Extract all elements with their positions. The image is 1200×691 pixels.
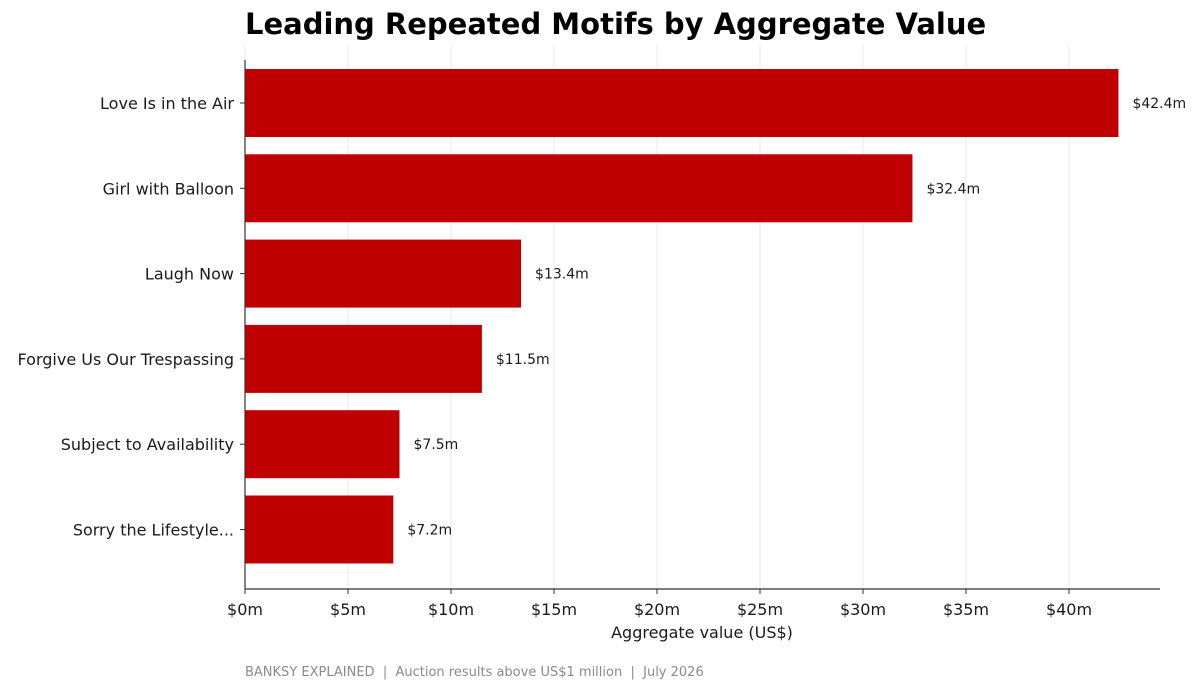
value-label-4: $7.5m xyxy=(414,437,459,453)
bars xyxy=(245,69,1119,564)
bar-5 xyxy=(245,495,394,564)
value-label-1: $32.4m xyxy=(926,181,980,197)
value-label-0: $42.4m xyxy=(1132,96,1186,112)
category-label-3: Forgive Us Our Trespassing xyxy=(18,350,234,369)
x-tick-label-7: $35m xyxy=(943,600,989,619)
labels: Love Is in the Air $42.4m Girl with Balloo… xyxy=(18,94,1187,619)
x-tick-label-0: $0m xyxy=(227,600,263,619)
bar-3 xyxy=(245,324,482,393)
value-label-3: $11.5m xyxy=(496,352,550,368)
category-label-2: Laugh Now xyxy=(145,265,234,284)
bar-1 xyxy=(245,154,913,223)
x-axis-title: Aggregate value (US$) xyxy=(611,623,793,642)
bar-4 xyxy=(245,410,400,479)
x-tick-label-1: $5m xyxy=(330,600,366,619)
x-tick-label-2: $10m xyxy=(428,600,474,619)
bar-0 xyxy=(245,69,1119,137)
category-label-5: Sorry the Lifestyle... xyxy=(73,521,234,540)
axes xyxy=(240,60,1160,594)
category-label-4: Subject to Availability xyxy=(61,435,234,454)
category-label-1: Girl with Balloon xyxy=(103,179,234,198)
x-tick-label-8: $40m xyxy=(1046,600,1092,619)
value-label-2: $13.4m xyxy=(535,267,589,283)
source-footer: BANKSY EXPLAINED | Auction results above… xyxy=(245,665,704,680)
x-tick-label-3: $15m xyxy=(531,600,577,619)
x-tick-label-4: $20m xyxy=(634,600,680,619)
value-label-5: $7.2m xyxy=(407,523,452,539)
chart-title: Leading Repeated Motifs by Aggregate Val… xyxy=(245,7,986,41)
category-label-0: Love Is in the Air xyxy=(100,94,234,113)
bar-2 xyxy=(245,239,522,308)
x-tick-label-5: $25m xyxy=(737,600,783,619)
x-tick-label-6: $30m xyxy=(840,600,886,619)
